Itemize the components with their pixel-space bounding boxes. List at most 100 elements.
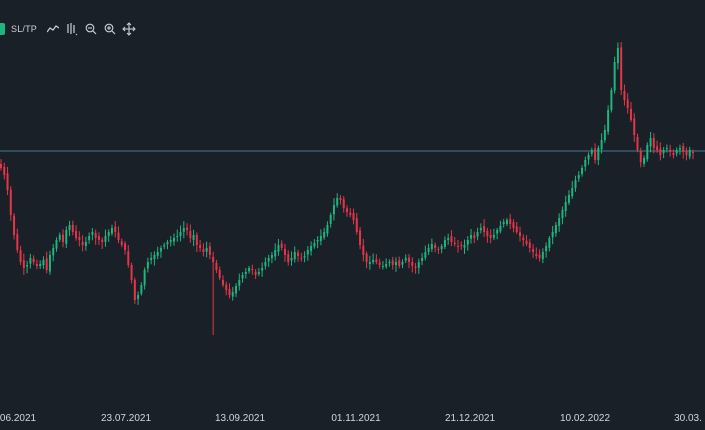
candle-body xyxy=(55,240,58,249)
candle-body xyxy=(496,230,499,234)
candle-body xyxy=(143,270,146,286)
candle-body xyxy=(267,258,270,262)
candle-body xyxy=(685,151,688,155)
candle-body xyxy=(9,189,12,215)
candle-body xyxy=(75,230,78,238)
candle-body xyxy=(16,233,19,250)
candle-body xyxy=(509,218,512,224)
candle-body xyxy=(130,264,133,280)
candle-body xyxy=(512,222,515,228)
candle-body xyxy=(665,148,668,149)
candle-body xyxy=(613,62,616,91)
candle-body xyxy=(581,168,584,174)
candle-body xyxy=(287,254,290,262)
candle-body xyxy=(339,197,342,200)
candle-body xyxy=(417,262,420,268)
x-tick-label: 06.2021 xyxy=(0,413,37,424)
candle-body xyxy=(137,295,140,299)
candle-body xyxy=(179,232,182,236)
candle-body xyxy=(440,246,443,250)
candle-body xyxy=(244,272,247,275)
candle-body xyxy=(319,236,322,242)
candle-body xyxy=(479,228,482,231)
crosshair-move-icon[interactable] xyxy=(121,21,137,37)
candle-body xyxy=(587,155,590,160)
candle-body xyxy=(169,240,172,242)
candle-body xyxy=(231,292,234,297)
candle-body xyxy=(365,253,368,262)
candle-body xyxy=(310,246,313,251)
candle-body xyxy=(590,150,593,154)
candles-group xyxy=(0,42,694,335)
candle-body xyxy=(257,272,260,274)
candle-body xyxy=(355,218,358,232)
candle-body xyxy=(408,257,411,262)
candle-body xyxy=(551,232,554,238)
candle-body xyxy=(303,256,306,258)
candle-body xyxy=(71,224,74,232)
candle-body xyxy=(398,260,401,266)
candle-body xyxy=(19,250,22,262)
candle-body xyxy=(662,150,665,154)
candle-body xyxy=(600,140,603,150)
candle-body xyxy=(248,268,251,272)
candle-body xyxy=(146,262,149,269)
bar-chart-icon[interactable] xyxy=(64,21,80,37)
candle-body xyxy=(669,149,672,152)
candle-body xyxy=(476,232,479,237)
candle-body xyxy=(434,244,437,248)
candle-body xyxy=(352,213,355,220)
candle-body xyxy=(313,243,316,247)
candle-body xyxy=(688,150,691,157)
candle-body xyxy=(372,260,375,263)
candle-body xyxy=(574,180,577,188)
candle-body xyxy=(235,286,238,294)
candle-body xyxy=(133,279,136,300)
candle-body xyxy=(545,246,548,251)
candle-body xyxy=(52,248,55,256)
candle-body xyxy=(306,250,309,255)
candle-body xyxy=(6,173,9,190)
candle-body xyxy=(626,99,629,108)
candle-body xyxy=(492,235,495,238)
candle-body xyxy=(607,110,610,132)
candle-body xyxy=(404,258,407,261)
candle-body xyxy=(532,249,535,252)
zoom-in-icon[interactable] xyxy=(102,21,118,37)
candle-body xyxy=(346,208,348,212)
sltp-label[interactable]: SL/TP xyxy=(11,24,38,34)
candle-body xyxy=(336,198,339,206)
candle-body xyxy=(499,226,502,232)
candle-body xyxy=(672,153,675,155)
candle-body xyxy=(35,263,38,266)
candle-body xyxy=(316,240,319,242)
candle-body xyxy=(264,262,267,267)
candle-body xyxy=(594,148,597,160)
candle-body xyxy=(225,284,228,290)
candle-body xyxy=(218,270,221,278)
candle-body xyxy=(421,258,424,262)
candle-body xyxy=(140,285,143,294)
candle-body xyxy=(228,288,231,295)
candle-body xyxy=(127,251,130,265)
candle-body xyxy=(199,245,202,248)
candle-body xyxy=(97,236,100,240)
line-chart-icon[interactable] xyxy=(45,21,61,37)
candle-body xyxy=(682,146,685,152)
candle-body xyxy=(65,230,68,244)
candle-body xyxy=(548,238,551,248)
candle-body xyxy=(205,248,208,252)
candle-body xyxy=(0,163,2,168)
candle-body xyxy=(124,243,127,250)
candle-body xyxy=(241,275,244,279)
candle-body xyxy=(62,234,65,242)
candle-body xyxy=(659,148,662,155)
candle-body xyxy=(554,225,557,234)
candle-body xyxy=(195,234,198,245)
candle-body xyxy=(567,195,570,203)
x-axis: 06.2021 23.07.2021 13.09.2021 01.11.2021 21.… xyxy=(0,413,702,424)
zoom-out-icon[interactable] xyxy=(83,21,99,37)
sltp-toggle[interactable] xyxy=(0,23,5,35)
candle-body xyxy=(120,241,123,245)
